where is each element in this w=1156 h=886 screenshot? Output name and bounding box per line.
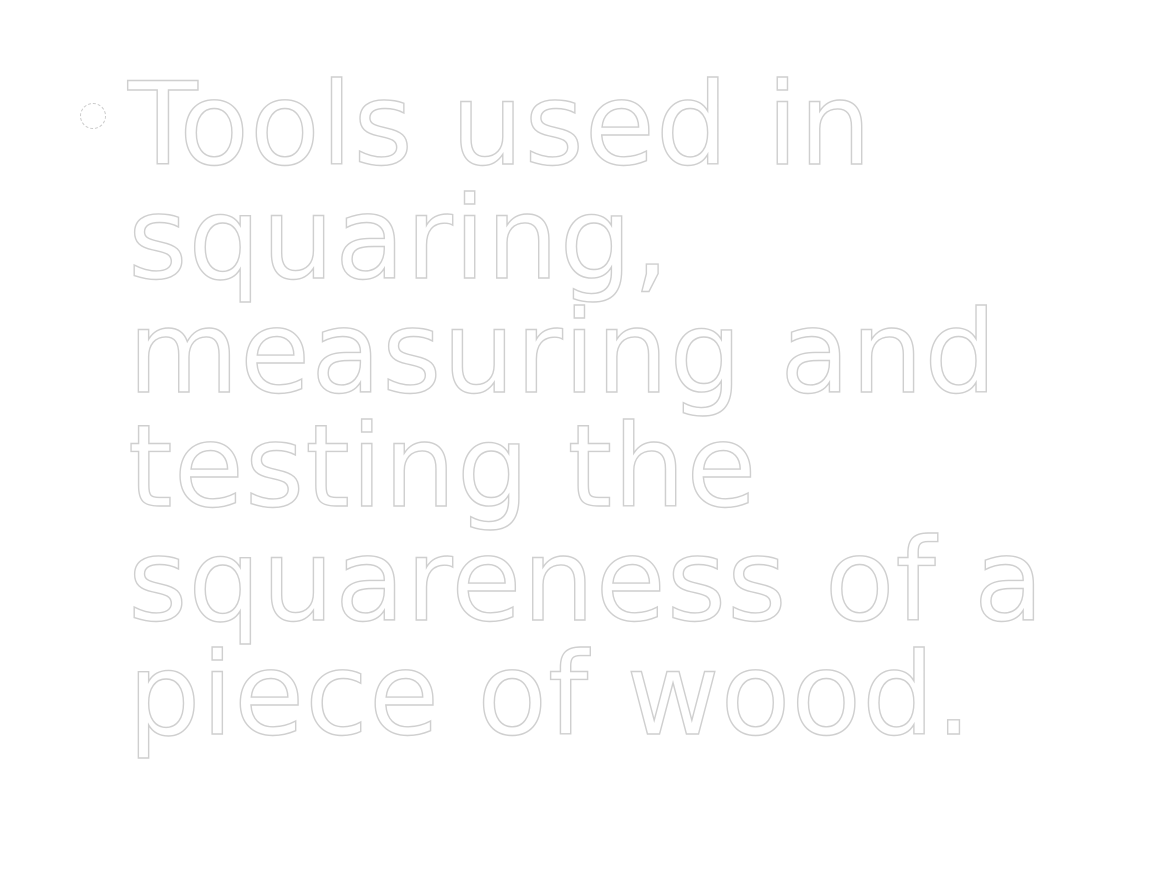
bullet-text: Tools used in squaring, measuring and te…: [127, 58, 1045, 761]
bullet-icon: [80, 103, 106, 129]
